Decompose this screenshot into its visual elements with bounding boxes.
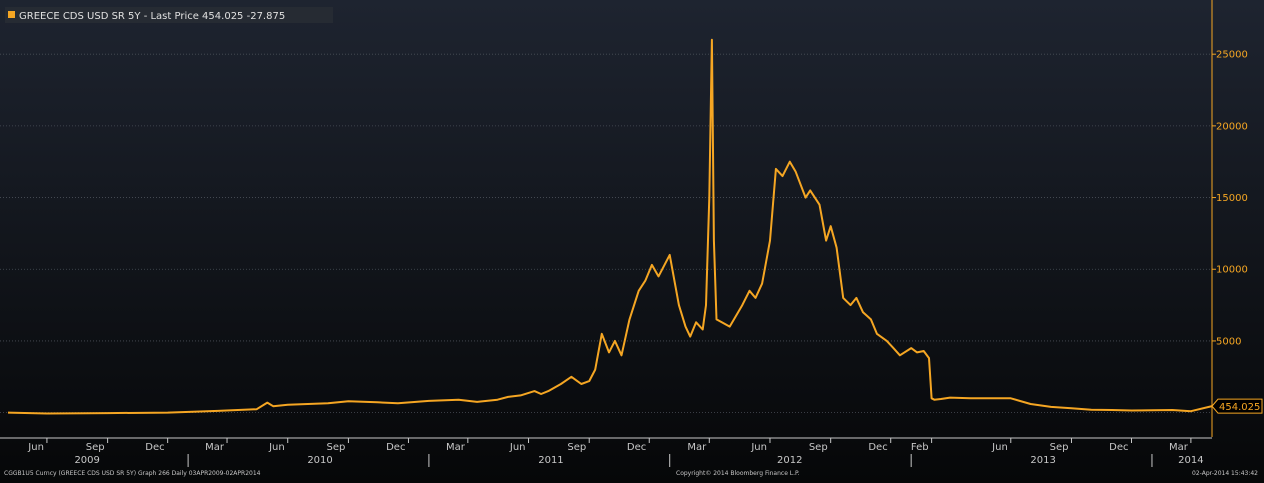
- x-tick-label: Jun: [27, 442, 44, 453]
- x-tick-label: Sep: [567, 442, 586, 453]
- x-tick-label: Dec: [868, 442, 887, 453]
- footer-source: CGGB1U5 Curncy (GREECE CDS USD SR 5Y) Gr…: [4, 470, 261, 477]
- x-tick-label: Dec: [627, 442, 646, 453]
- footer-timestamp: 02-Apr-2014 15:43:42: [1192, 470, 1258, 477]
- y-tick-label: 25000: [1216, 50, 1248, 61]
- x-tick-label: Mar: [1169, 442, 1189, 453]
- x-tick-label: Sep: [809, 442, 828, 453]
- x-tick-label: Mar: [446, 442, 466, 453]
- x-tick-label: Jun: [750, 442, 767, 453]
- x-tick-label: Feb: [911, 442, 929, 453]
- x-tick-label: Mar: [687, 442, 707, 453]
- x-tick-label: Jun: [991, 442, 1008, 453]
- legend-box: [5, 7, 333, 23]
- legend-swatch: [8, 11, 15, 18]
- year-label: 2013: [1030, 455, 1055, 466]
- y-tick-label: 10000: [1216, 265, 1248, 276]
- year-label: 2009: [74, 455, 99, 466]
- x-tick-label: Dec: [386, 442, 405, 453]
- last-price-label: 454.025: [1219, 402, 1260, 413]
- x-tick-label: Dec: [1109, 442, 1128, 453]
- y-tick-label: 20000: [1216, 121, 1248, 132]
- x-tick-label: Jun: [268, 442, 285, 453]
- year-label: 2014: [1178, 455, 1203, 466]
- x-tick-label: Jun: [509, 442, 526, 453]
- year-label: 2011: [538, 455, 563, 466]
- y-tick-label: 15000: [1216, 193, 1248, 204]
- x-tick-label: Sep: [327, 442, 346, 453]
- year-label: 2012: [777, 455, 802, 466]
- series-line: [7, 38, 1213, 415]
- year-label: 2010: [307, 455, 332, 466]
- x-tick-label: Sep: [1050, 442, 1069, 453]
- x-tick-label: Mar: [205, 442, 225, 453]
- footer-copyright: Copyright© 2014 Bloomberg Finance L.P.: [676, 470, 800, 477]
- last-price-tag: [1211, 398, 1263, 414]
- chart-title: GREECE CDS USD SR 5Y - Last Price 454.02…: [19, 11, 285, 22]
- x-tick-label: Dec: [145, 442, 164, 453]
- x-tick-label: Sep: [86, 442, 105, 453]
- y-tick-label: 5000: [1216, 336, 1241, 347]
